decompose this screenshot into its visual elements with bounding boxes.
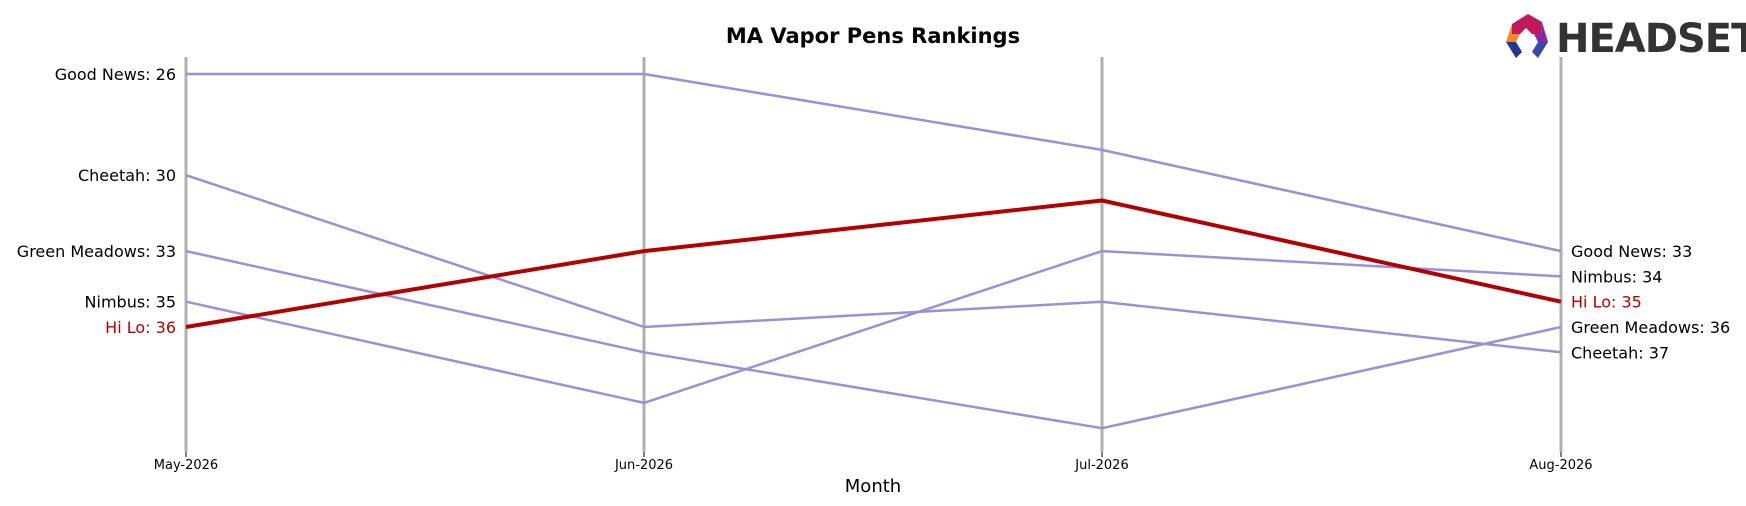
series-line-good-news — [186, 72, 1562, 253]
start-label-cheetah: Cheetah: 30 — [78, 166, 176, 185]
series-line-nimbus — [185, 249, 1562, 405]
x-tick-label: Jun-2026 — [614, 458, 673, 473]
start-labels: Good News: 26 Cheetah: 30 Green Meadows: 3… — [17, 65, 176, 337]
end-label-good-news: Good News: 33 — [1571, 242, 1692, 261]
logo-text: HEADSET — [1556, 16, 1746, 62]
headset-logo-icon — [1506, 14, 1548, 58]
series-line-green-meadows — [185, 249, 1562, 430]
end-label-green-meadows: Green Meadows: 36 — [1571, 318, 1730, 337]
start-label-hi-lo: Hi Lo: 36 — [105, 318, 176, 337]
series-line-cheetah — [185, 174, 1562, 354]
series-line-hi-lo — [185, 198, 1562, 329]
headset-logo: HEADSET — [1506, 14, 1746, 62]
start-label-good-news: Good News: 26 — [55, 65, 176, 84]
end-labels: Good News: 33 Cheetah: 37 Green Meadows: 3… — [1571, 242, 1730, 362]
series-lines — [185, 72, 1562, 430]
x-axis-ticks: May-2026 Jun-2026 Jul-2026 Aug-2026 — [154, 452, 1593, 473]
x-tick-label: May-2026 — [154, 458, 218, 473]
x-tick-label: Aug-2026 — [1529, 458, 1592, 473]
start-label-nimbus: Nimbus: 35 — [85, 293, 176, 312]
end-label-nimbus: Nimbus: 34 — [1571, 267, 1662, 286]
end-label-cheetah: Cheetah: 37 — [1571, 343, 1669, 362]
month-gridlines — [184, 57, 1563, 452]
x-tick-label: Jul-2026 — [1074, 458, 1128, 473]
chart-title: MA Vapor Pens Rankings — [726, 24, 1020, 48]
end-label-hi-lo: Hi Lo: 35 — [1571, 293, 1642, 312]
start-label-green-meadows: Green Meadows: 33 — [17, 242, 176, 261]
x-axis-title: Month — [845, 476, 901, 497]
